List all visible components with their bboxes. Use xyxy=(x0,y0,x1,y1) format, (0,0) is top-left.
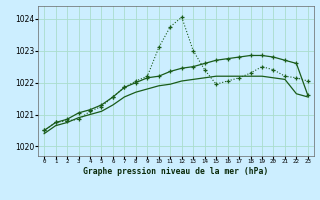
X-axis label: Graphe pression niveau de la mer (hPa): Graphe pression niveau de la mer (hPa) xyxy=(84,167,268,176)
